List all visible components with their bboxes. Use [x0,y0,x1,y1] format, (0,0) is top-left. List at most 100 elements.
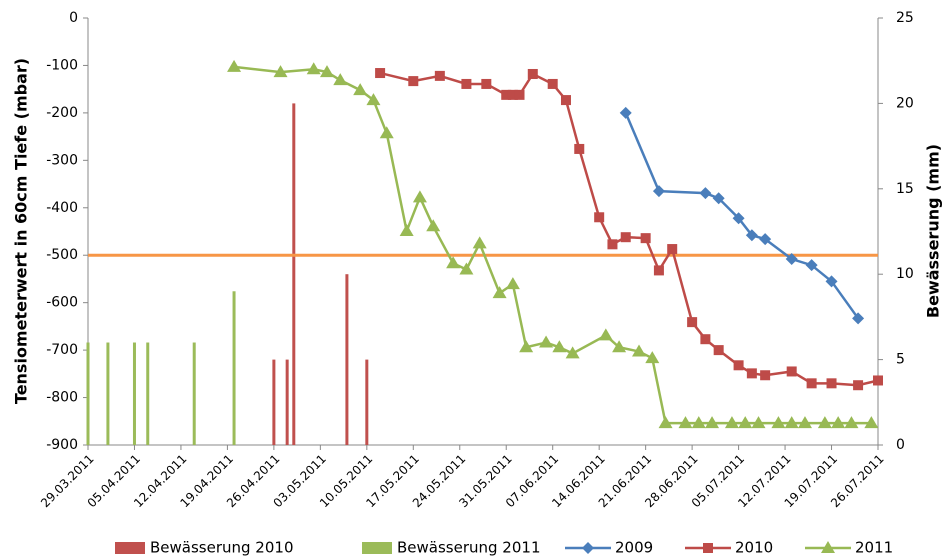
marker [751,416,766,429]
marker [652,185,665,198]
marker [408,76,419,87]
marker [412,190,427,203]
marker [760,370,771,381]
marker [560,95,571,106]
marker [619,106,632,119]
marker [598,328,613,341]
marker [738,416,753,429]
marker [653,265,664,276]
marker [459,262,474,275]
marker [678,416,693,429]
marker [632,344,647,357]
marker [379,126,394,139]
marker [873,375,883,386]
marker [853,380,864,391]
bar [146,342,150,445]
marker [831,416,846,429]
marker [366,93,381,106]
legend-label: 2010 [735,539,773,557]
marker [507,89,518,100]
marker [333,73,348,86]
marker [733,360,744,371]
marker [594,212,605,223]
y2-axis-label: Bewässerung (mm) [924,144,943,318]
marker [607,239,618,250]
marker [825,275,838,288]
marker [434,70,445,81]
legend-label: Bewässerung 2010 [150,539,293,557]
marker [852,312,865,325]
bar [106,342,110,445]
y-tick-label: 0 [69,10,78,26]
bar [86,342,90,445]
marker [786,366,797,377]
y-tick-label: -600 [46,295,78,311]
legend-label: 2011 [855,539,893,557]
marker [426,219,441,232]
marker [745,229,758,242]
bar [232,291,236,445]
y2-tick-label: 20 [896,95,914,111]
marker [759,233,772,246]
marker [574,143,585,154]
bar [272,359,276,445]
marker [687,317,698,328]
marker [620,232,631,243]
y-tick-label: -100 [46,57,78,73]
marker [658,416,673,429]
y-tick-label: -700 [46,342,78,358]
marker [505,277,520,290]
legend-swatch [362,542,392,554]
y2-tick-label: 15 [896,181,914,197]
marker [501,89,512,100]
marker [539,335,554,348]
marker [805,259,818,272]
marker [864,416,879,429]
marker [514,89,525,100]
marker [667,244,678,255]
marker [612,340,627,353]
y2-tick-label: 10 [896,266,914,282]
bar [192,342,196,445]
y-tick-label: -500 [46,247,78,263]
marker [785,253,798,266]
legend-label: Bewässerung 2011 [397,539,540,557]
legend-swatch [115,542,145,554]
marker [399,224,414,237]
legend-marker [821,541,835,553]
marker [492,286,507,299]
y2-tick-label: 5 [896,352,905,368]
y-axis-label: Tensiometerwert in 60cm Tiefe (mbar) [12,58,31,404]
marker [746,368,757,379]
marker [565,346,580,359]
marker [724,416,739,429]
marker [826,378,837,389]
marker [732,212,745,225]
marker [713,345,724,356]
marker [519,340,534,353]
legend-label: 2009 [615,539,653,557]
marker [481,78,492,89]
marker [227,59,242,72]
marker [461,78,472,89]
marker [645,351,660,364]
marker [784,416,799,429]
marker [817,416,832,429]
y-tick-label: -800 [46,390,78,406]
marker [806,378,817,389]
marker [552,340,567,353]
marker [319,65,334,78]
bar [345,274,349,445]
bar [365,359,369,445]
y-tick-label: -200 [46,105,78,121]
y2-tick-label: 25 [896,10,914,26]
marker [472,236,487,249]
marker [353,83,368,96]
bar [285,359,289,445]
marker [273,65,288,78]
y2-tick-label: 0 [896,437,905,453]
line [233,65,872,425]
marker [705,416,720,429]
marker [306,62,321,75]
